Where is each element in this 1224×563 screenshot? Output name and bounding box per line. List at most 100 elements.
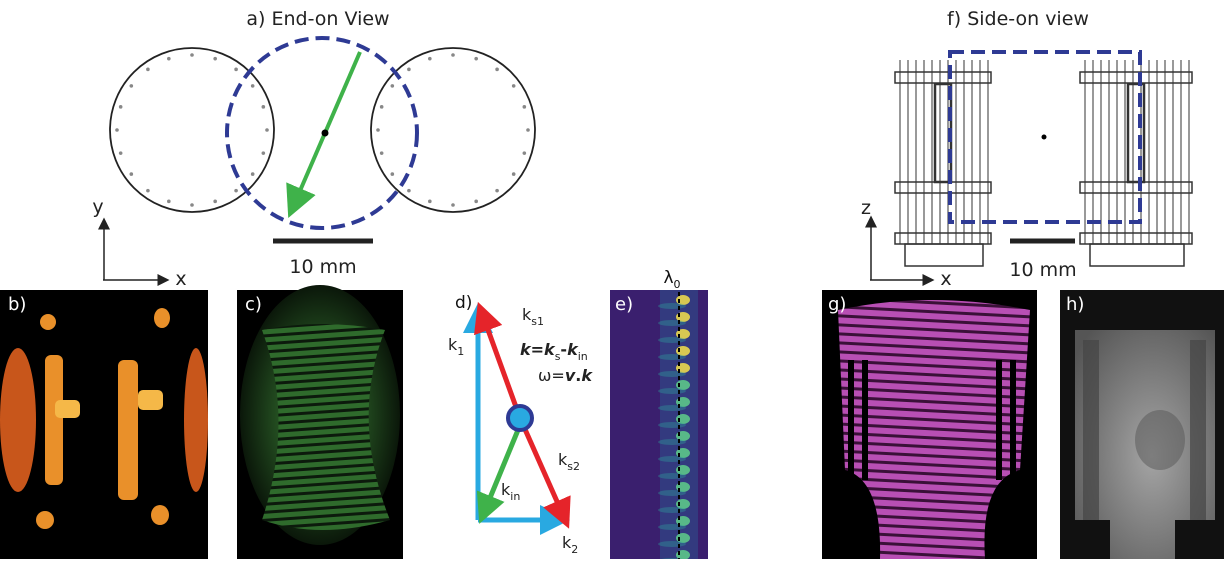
subscript: s1 <box>531 315 544 328</box>
rod <box>261 105 266 109</box>
rod <box>407 67 411 72</box>
rod <box>390 172 395 176</box>
panel-label: h) <box>1066 294 1084 315</box>
rod <box>261 151 266 155</box>
scale-label: 10 mm <box>1009 259 1076 281</box>
vector-label: kin <box>501 480 520 503</box>
rod <box>451 203 455 207</box>
equation: k=ks-kin <box>520 340 588 363</box>
rod <box>379 105 384 109</box>
vector-label: ks2 <box>558 450 580 473</box>
panel-label: c) <box>245 294 262 315</box>
rod <box>428 56 432 61</box>
rod <box>118 151 123 155</box>
haze <box>658 422 686 428</box>
haze <box>658 541 686 547</box>
haze <box>658 354 686 360</box>
rod <box>522 105 527 109</box>
image-b <box>0 290 208 559</box>
rod <box>522 151 527 155</box>
haze <box>658 456 686 462</box>
spot <box>676 380 690 390</box>
electrode <box>370 47 536 213</box>
inner-rod <box>1126 82 1146 184</box>
panel-label: b) <box>8 294 26 315</box>
subscript: in <box>510 490 520 503</box>
plate <box>894 71 992 84</box>
rod <box>234 188 238 193</box>
rod <box>213 56 217 61</box>
eq-part: k <box>581 366 593 385</box>
haze <box>658 337 686 343</box>
spot <box>676 499 690 509</box>
vector-kin <box>476 429 521 524</box>
haze <box>658 507 686 513</box>
plate <box>1079 181 1193 194</box>
wavelength-label: λ0 <box>663 268 680 291</box>
axis-label: y <box>92 196 103 218</box>
eq-part: in <box>578 350 588 363</box>
rod <box>451 53 455 57</box>
beam-arrow <box>286 51 362 219</box>
field-of-view <box>948 50 1142 224</box>
haze <box>658 473 686 479</box>
vector-label: k1 <box>448 335 464 358</box>
symbol: k <box>501 480 511 499</box>
subscript: s2 <box>567 460 580 473</box>
rod <box>167 199 171 204</box>
electrode <box>109 47 275 213</box>
haze <box>658 490 686 496</box>
haze <box>658 388 686 394</box>
rod <box>167 56 171 61</box>
center-dot <box>321 129 329 137</box>
eq-part: . <box>575 366 581 385</box>
vector-label: k2 <box>562 533 578 556</box>
rod <box>146 188 150 193</box>
eq-part: ω= <box>538 366 565 385</box>
subscript: 1 <box>457 345 464 358</box>
image-c <box>237 285 403 559</box>
rod <box>250 84 255 88</box>
scale-label: 10 mm <box>289 256 356 278</box>
plate <box>1079 71 1193 84</box>
eq-part: = <box>531 340 544 359</box>
base <box>904 243 984 267</box>
rod <box>213 199 217 204</box>
rod <box>118 105 123 109</box>
rod <box>129 172 134 176</box>
rod <box>129 84 134 88</box>
image-h <box>1060 290 1224 559</box>
rod <box>234 67 238 72</box>
image-g <box>822 290 1037 559</box>
plate <box>1079 232 1193 245</box>
symbol: λ <box>663 268 673 288</box>
rod <box>495 67 499 72</box>
image-e <box>610 290 708 563</box>
rod <box>250 172 255 176</box>
axis-label: z <box>861 197 871 219</box>
eq-part: v <box>565 366 576 385</box>
eq-part: k <box>520 340 532 359</box>
rod <box>190 203 194 207</box>
rod <box>511 172 516 176</box>
rod <box>526 128 530 132</box>
haze <box>658 439 686 445</box>
scatterer <box>506 404 534 432</box>
haze <box>658 303 686 309</box>
symbol: k <box>522 305 532 324</box>
equation: ω=v.k <box>538 366 593 385</box>
axis-label: x <box>175 268 186 290</box>
panel-label: e) <box>615 294 633 315</box>
rod <box>474 199 478 204</box>
eq-part: s <box>555 350 561 363</box>
haze <box>658 320 686 326</box>
rod <box>495 188 499 193</box>
eq-part: - <box>560 340 567 359</box>
panel-title: a) End-on View <box>246 8 389 30</box>
side-on-drawing <box>894 60 1193 267</box>
haze <box>658 524 686 530</box>
rod <box>511 84 516 88</box>
eq-part: k <box>567 340 579 359</box>
